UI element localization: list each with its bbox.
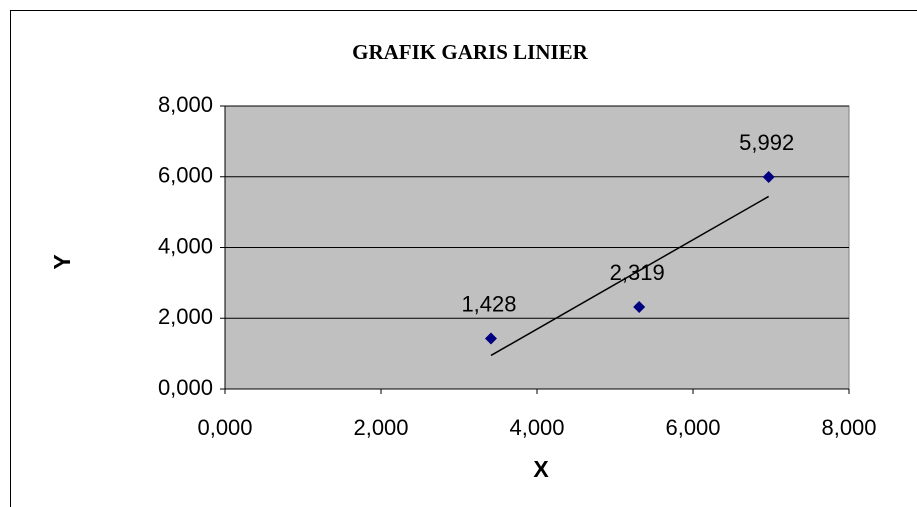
chart-frame [10, 10, 917, 507]
y-tick-label: 6,000 [158, 163, 213, 188]
x-tick-label: 8,000 [821, 415, 876, 440]
y-tick-label: 0,000 [158, 375, 213, 400]
y-axis-label: Y [49, 254, 75, 269]
chart-title: GRAFIK GARIS LINIER [352, 40, 589, 64]
y-tick-label: 2,000 [158, 304, 213, 329]
x-axis-label: X [533, 456, 549, 482]
x-tick-label: 0,000 [197, 415, 252, 440]
x-tick-label: 6,000 [665, 415, 720, 440]
trendline [490, 195, 770, 357]
data-label: 2,319 [610, 260, 665, 285]
x-tick-label: 2,000 [353, 415, 408, 440]
marker [762, 171, 775, 184]
data-label: 5,992 [739, 130, 794, 155]
y-tick-label: 4,000 [158, 233, 213, 258]
marker [633, 300, 646, 313]
marker [484, 332, 497, 345]
y-tick-label: 8,000 [158, 92, 213, 117]
x-tick-label: 4,000 [509, 415, 564, 440]
data-label: 1,428 [461, 291, 516, 316]
